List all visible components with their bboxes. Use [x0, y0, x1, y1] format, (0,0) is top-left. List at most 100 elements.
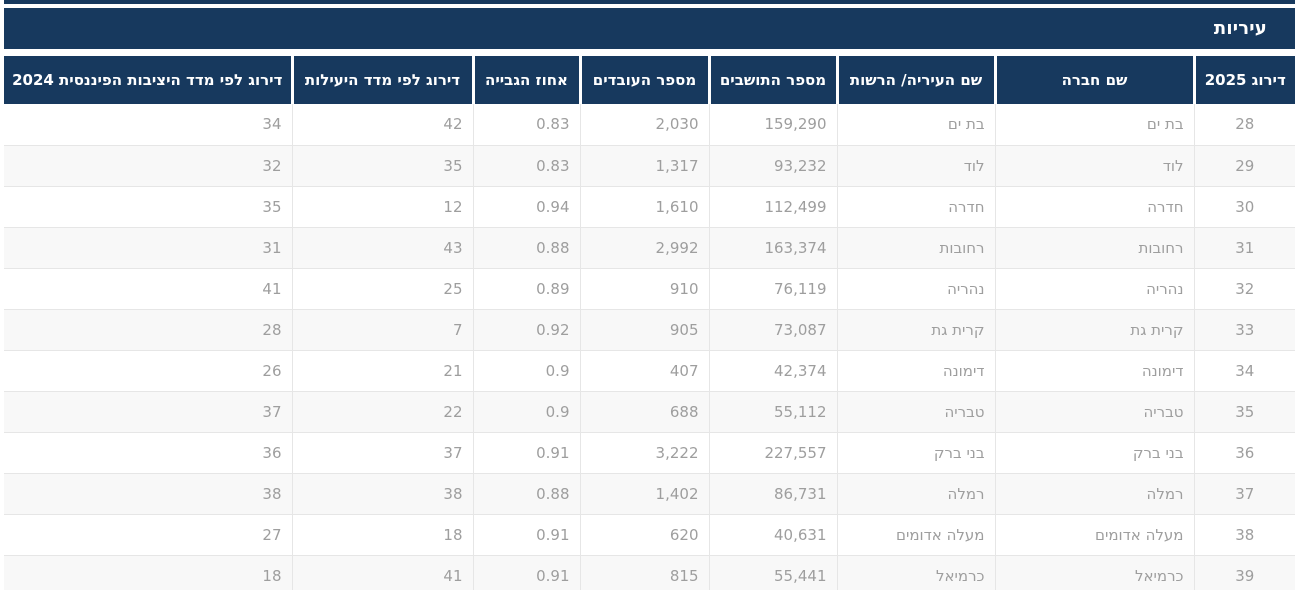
cell-efficiency_rank: 7	[291, 309, 473, 351]
cell-city_name: מעלה אדומים	[836, 514, 995, 556]
cell-employees: 2,992	[579, 227, 709, 269]
cell-residents: 55,112	[708, 391, 837, 433]
cell-city_name: כרמיאל	[836, 555, 995, 590]
table-row: 39 כרמיאל כרמיאל 55,441 815 0.91 41 18	[4, 555, 1295, 590]
cell-rank_2025: 35	[1193, 391, 1295, 433]
cell-stability_rank_2024: 41	[4, 268, 292, 310]
cell-residents: 55,441	[708, 555, 837, 590]
cell-residents: 73,087	[708, 309, 837, 351]
cell-collection_rate: 0.9	[472, 350, 580, 392]
cell-collection_rate: 0.88	[472, 227, 580, 269]
cell-stability_rank_2024: 28	[4, 309, 292, 351]
cell-rank_2025: 33	[1193, 309, 1295, 351]
cell-city_name: בת ים	[836, 104, 995, 146]
cell-stability_rank_2024: 36	[4, 432, 292, 474]
cell-rank_2025: 37	[1193, 473, 1295, 515]
cell-efficiency_rank: 12	[291, 186, 473, 228]
table-row: 34 דימונה דימונה 42,374 407 0.9 21 26	[4, 350, 1295, 392]
cell-city_name: חדרה	[836, 186, 995, 228]
cell-rank_2025: 32	[1193, 268, 1295, 310]
column-header-city_name: שם העיריה/ הרשות	[835, 56, 995, 104]
cell-residents: 40,631	[708, 514, 837, 556]
cell-collection_rate: 0.91	[472, 555, 580, 590]
cell-efficiency_rank: 41	[291, 555, 473, 590]
cell-city_name: רחובות	[836, 227, 995, 269]
cell-stability_rank_2024: 37	[4, 391, 292, 433]
cell-employees: 620	[579, 514, 709, 556]
cell-company_name: קרית גת	[994, 309, 1194, 351]
cell-employees: 905	[579, 309, 709, 351]
cell-collection_rate: 0.94	[472, 186, 580, 228]
cell-company_name: חדרה	[994, 186, 1194, 228]
cell-collection_rate: 0.9	[472, 391, 580, 433]
cell-residents: 93,232	[708, 145, 837, 187]
table-header-row: דירוג 2025 שם חברה שם העיריה/ הרשות מספר הת…	[4, 56, 1295, 104]
cell-residents: 76,119	[708, 268, 837, 310]
cell-efficiency_rank: 38	[291, 473, 473, 515]
column-header-residents: מספר התושבים	[707, 56, 837, 104]
cell-efficiency_rank: 22	[291, 391, 473, 433]
cell-stability_rank_2024: 26	[4, 350, 292, 392]
cell-city_name: רמלה	[836, 473, 995, 515]
cell-rank_2025: 30	[1193, 186, 1295, 228]
cell-company_name: דימונה	[994, 350, 1194, 392]
cell-rank_2025: 31	[1193, 227, 1295, 269]
cell-city_name: קרית גת	[836, 309, 995, 351]
column-header-collection_rate: אחוז הגבייה	[471, 56, 580, 104]
table-row: 36 בני ברק בני ברק 227,557 3,222 0.91 37 36	[4, 432, 1295, 474]
cell-stability_rank_2024: 31	[4, 227, 292, 269]
column-header-employees: מספר העובדים	[578, 56, 709, 104]
cell-city_name: בני ברק	[836, 432, 995, 474]
cell-stability_rank_2024: 35	[4, 186, 292, 228]
cell-company_name: רחובות	[994, 227, 1194, 269]
cell-residents: 163,374	[708, 227, 837, 269]
cell-efficiency_rank: 18	[291, 514, 473, 556]
cell-residents: 42,374	[708, 350, 837, 392]
cell-company_name: נהריה	[994, 268, 1194, 310]
cell-stability_rank_2024: 38	[4, 473, 292, 515]
cell-employees: 1,610	[579, 186, 709, 228]
cell-collection_rate: 0.83	[472, 104, 580, 146]
table-row: 37 רמלה רמלה 86,731 1,402 0.88 38 38	[4, 473, 1295, 515]
cell-collection_rate: 0.91	[472, 514, 580, 556]
column-header-company_name: שם חברה	[993, 56, 1194, 104]
cell-efficiency_rank: 43	[291, 227, 473, 269]
cell-residents: 227,557	[708, 432, 837, 474]
cell-stability_rank_2024: 18	[4, 555, 292, 590]
cell-city_name: לוד	[836, 145, 995, 187]
section-title: עיריות	[1213, 18, 1267, 39]
cell-employees: 1,317	[579, 145, 709, 187]
cell-employees: 2,030	[579, 104, 709, 146]
section-header: עיריות	[4, 8, 1295, 49]
cell-collection_rate: 0.91	[472, 432, 580, 474]
table-row: 32 נהריה נהריה 76,119 910 0.89 25 41	[4, 268, 1295, 310]
cell-residents: 159,290	[708, 104, 837, 146]
cell-efficiency_rank: 25	[291, 268, 473, 310]
table-row: 38 מעלה אדומים מעלה אדומים 40,631 620 0.91 18 2…	[4, 514, 1295, 556]
cell-stability_rank_2024: 27	[4, 514, 292, 556]
cell-collection_rate: 0.92	[472, 309, 580, 351]
cell-efficiency_rank: 37	[291, 432, 473, 474]
cell-stability_rank_2024: 32	[4, 145, 292, 187]
municipalities-page: עיריות דירוג 2025 שם חברה שם העיריה/ הרשות…	[4, 0, 1295, 590]
cell-company_name: בני ברק	[994, 432, 1194, 474]
cell-city_name: דימונה	[836, 350, 995, 392]
cell-efficiency_rank: 21	[291, 350, 473, 392]
table-row: 33 קרית גת קרית גת 73,087 905 0.92 7 28	[4, 309, 1295, 351]
table-row: 28 בת ים בת ים 159,290 2,030 0.83 42 34	[4, 104, 1295, 146]
cell-city_name: נהריה	[836, 268, 995, 310]
cell-rank_2025: 34	[1193, 350, 1295, 392]
cell-residents: 86,731	[708, 473, 837, 515]
cell-employees: 910	[579, 268, 709, 310]
cell-collection_rate: 0.88	[472, 473, 580, 515]
cell-rank_2025: 29	[1193, 145, 1295, 187]
cell-employees: 688	[579, 391, 709, 433]
cell-company_name: רמלה	[994, 473, 1194, 515]
cell-company_name: טבריה	[994, 391, 1194, 433]
cell-company_name: לוד	[994, 145, 1194, 187]
column-header-stability_rank_2024: דירוג לפי מדד היציבות הפיננסית 2024	[4, 56, 292, 104]
table-row: 31 רחובות רחובות 163,374 2,992 0.88 43 31	[4, 227, 1295, 269]
table-body: 28 בת ים בת ים 159,290 2,030 0.83 42 34 29 לוד לוד…	[4, 104, 1295, 590]
cell-rank_2025: 28	[1193, 104, 1295, 146]
cell-collection_rate: 0.83	[472, 145, 580, 187]
